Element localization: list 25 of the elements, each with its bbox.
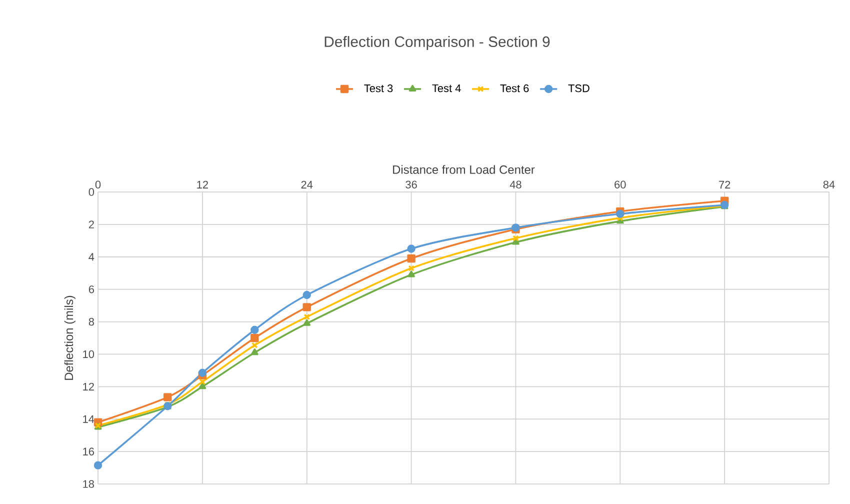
x-axis-title: Distance from Load Center bbox=[393, 165, 535, 174]
x-tick-label: 24 bbox=[301, 180, 313, 188]
legend-label: TSD bbox=[568, 84, 590, 92]
x-tick-label: 0 bbox=[95, 180, 101, 188]
y-tick-label: 16 bbox=[83, 448, 94, 456]
x-tick-label: 12 bbox=[197, 180, 208, 188]
y-tick-label: 14 bbox=[83, 415, 94, 423]
y-tick-label: 4 bbox=[88, 253, 94, 261]
y-tick-label: 2 bbox=[88, 220, 94, 228]
x-tick-label: 84 bbox=[823, 180, 835, 188]
y-tick-label: 10 bbox=[83, 350, 94, 358]
y-tick-label: 8 bbox=[88, 318, 94, 326]
legend-label: Test 3 bbox=[364, 84, 393, 92]
legend-label: Test 4 bbox=[432, 84, 461, 92]
chart-title: Deflection Comparison - Section 9 bbox=[324, 36, 550, 50]
y-tick-label: 18 bbox=[83, 480, 94, 488]
x-tick-label: 36 bbox=[406, 180, 417, 188]
y-axis-title: Deflection (mils) bbox=[64, 296, 76, 380]
x-tick-label: 60 bbox=[614, 180, 626, 188]
x-tick-label: 48 bbox=[510, 180, 522, 188]
y-tick-label: 0 bbox=[88, 188, 94, 196]
y-tick-label: 6 bbox=[88, 285, 94, 294]
x-tick-label: 72 bbox=[719, 180, 730, 188]
y-tick-label: 12 bbox=[83, 382, 94, 390]
legend-label: Test 6 bbox=[500, 84, 529, 92]
